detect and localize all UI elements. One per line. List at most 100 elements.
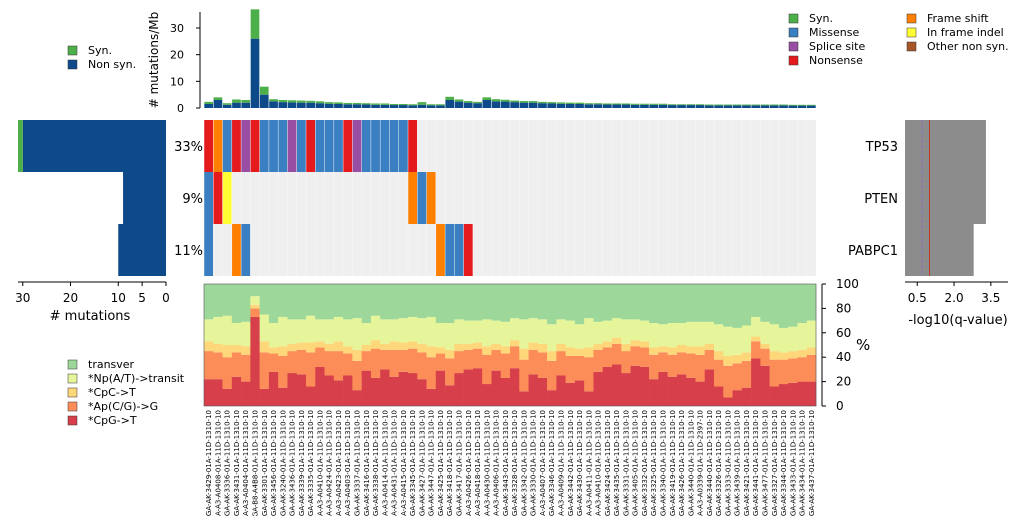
- spectrum-segment: [788, 358, 798, 383]
- spectrum-segment: [389, 341, 400, 350]
- spectrum-segment: [584, 347, 594, 358]
- spectrum-segment: [658, 324, 668, 347]
- sample-label: TCGA-A3-A0339-01A-11D-2397-10: [697, 410, 705, 516]
- sample-label: TCGA-AK-3330-01A-11D-1310-10: [530, 410, 538, 516]
- spectrum-y-label: %: [856, 336, 870, 354]
- count-bar-syn: [18, 120, 23, 172]
- sample-label: TCGA-A3-A0409-01A-11D-1310-10: [558, 410, 566, 516]
- spectrum-segment: [584, 318, 594, 348]
- rate-bar-syn: [297, 100, 306, 103]
- sample-label: TCGA-AK-3477-01A-11D-1310-10: [762, 410, 770, 516]
- spectrum-segment: [741, 352, 752, 361]
- spectrum-segment: [417, 318, 427, 344]
- rate-bar-syn: [334, 102, 343, 104]
- oncoprint-cell-missense: [204, 224, 214, 276]
- spectrum-segment: [704, 349, 715, 370]
- rate-bar-syn: [371, 103, 380, 105]
- spectrum-segment: [398, 318, 409, 343]
- sample-label: TCGA-AK-3338-01A-11D-1310-10: [372, 410, 380, 516]
- gene-percent-label: 11%: [174, 244, 203, 259]
- sample-label: TCGA-AK-3440-01A-11D-1310-10: [706, 410, 714, 516]
- oncoprint-cell-missense: [324, 120, 334, 172]
- spectrum-segment: [528, 342, 539, 350]
- rate-bar-nonsyn: [686, 105, 696, 108]
- rate-bar-nonsyn: [760, 105, 770, 108]
- sample-label: TCGA-AK-3335-01A-11D-1310-10: [307, 410, 315, 516]
- spectrum-segment: [408, 373, 418, 406]
- spectrum-segment: [769, 324, 780, 352]
- legend-swatch: [788, 41, 799, 52]
- legend-swatch: [788, 27, 799, 38]
- spectrum-segment: [556, 343, 566, 352]
- rate-bar-syn: [742, 104, 751, 106]
- count-bar-nonsyn: [123, 172, 166, 224]
- oncoprint-cell-nonsense: [306, 120, 316, 172]
- spectrum-segment: [398, 342, 409, 350]
- spectrum-segment: [324, 351, 335, 376]
- rate-bar-nonsyn: [779, 105, 788, 108]
- spectrum-segment: [751, 358, 761, 406]
- rate-bar-syn: [575, 102, 584, 104]
- spectrum-segment: [306, 342, 316, 353]
- spectrum-segment: [723, 355, 733, 366]
- spectrum-segment: [250, 316, 260, 406]
- rate-bar-syn: [640, 103, 649, 105]
- spectrum-segment: [370, 315, 381, 341]
- rate-bar-nonsyn: [371, 104, 380, 108]
- rate-bar-syn: [445, 96, 455, 100]
- rate-bar-nonsyn: [278, 102, 288, 108]
- spectrum-segment: [445, 385, 455, 406]
- spectrum-segment: [296, 342, 307, 350]
- rate-bar-syn: [408, 104, 417, 106]
- sample-label: TCGA-A3-A0410-01A-11D-1310-10: [595, 410, 603, 516]
- sample-label: TCGA-AK-3437-01A-11D-1310-10: [808, 410, 816, 516]
- rate-bar-syn: [204, 101, 213, 104]
- spectrum-segment: [649, 347, 659, 355]
- legend-label: Nonsense: [809, 54, 863, 67]
- sample-label: TCGA-AK-3336-01A-11D-1310-10: [224, 410, 232, 516]
- spectrum-segment: [537, 343, 548, 353]
- spectrum-segment: [213, 379, 223, 406]
- rate-bar-nonsyn: [213, 100, 223, 108]
- rate-bar-syn: [732, 104, 742, 106]
- spectrum-segment: [361, 323, 372, 345]
- spectrum-segment: [463, 320, 474, 344]
- rate-bar-syn: [232, 99, 241, 103]
- legend-swatch: [906, 41, 917, 52]
- spectrum-segment: [204, 319, 214, 342]
- spectrum-segment: [241, 346, 251, 355]
- spectrum-segment: [574, 324, 585, 349]
- spectrum-segment: [287, 319, 298, 344]
- spectrum-segment: [278, 284, 288, 317]
- rate-bar-nonsyn: [565, 104, 575, 108]
- spectrum-segment: [602, 320, 613, 342]
- rate-bar-nonsyn: [797, 105, 807, 108]
- rate-bar-nonsyn: [705, 105, 714, 108]
- spectrum-segment: [352, 360, 362, 391]
- legend-label: Splice site: [809, 40, 865, 53]
- spectrum-segment: [676, 345, 687, 353]
- rate-bar-syn: [760, 104, 770, 106]
- significance-bar: [905, 224, 974, 276]
- spectrum-segment: [278, 346, 288, 356]
- spectrum-segment: [630, 346, 641, 366]
- sample-label: TCGA-AK-3344-01A-11D-1310-10: [780, 410, 788, 516]
- spectrum-segment: [417, 343, 427, 353]
- spectrum-segment: [741, 284, 752, 326]
- rate-bar-syn: [769, 104, 779, 106]
- rate-bar-nonsyn: [204, 104, 213, 108]
- spectrum-segment: [649, 323, 659, 348]
- spectrum-segment: [259, 352, 270, 389]
- rate-bar-syn: [436, 104, 445, 106]
- spectrum-segment: [547, 284, 557, 325]
- spectrum-segment: [593, 284, 604, 322]
- count-x-tick-label: 0: [162, 291, 170, 305]
- significance-x-tick-label: 2.0: [945, 291, 964, 305]
- spectrum-segment: [426, 316, 437, 347]
- oncoprint-cell-missense: [389, 120, 399, 172]
- spectrum-segment: [565, 320, 576, 348]
- sample-label: TCGA-AK-3339-01A-11D-1310-10: [298, 410, 306, 516]
- rate-bar-syn: [361, 103, 371, 105]
- gene-percent-label: 9%: [182, 192, 203, 207]
- spectrum-segment: [454, 319, 464, 344]
